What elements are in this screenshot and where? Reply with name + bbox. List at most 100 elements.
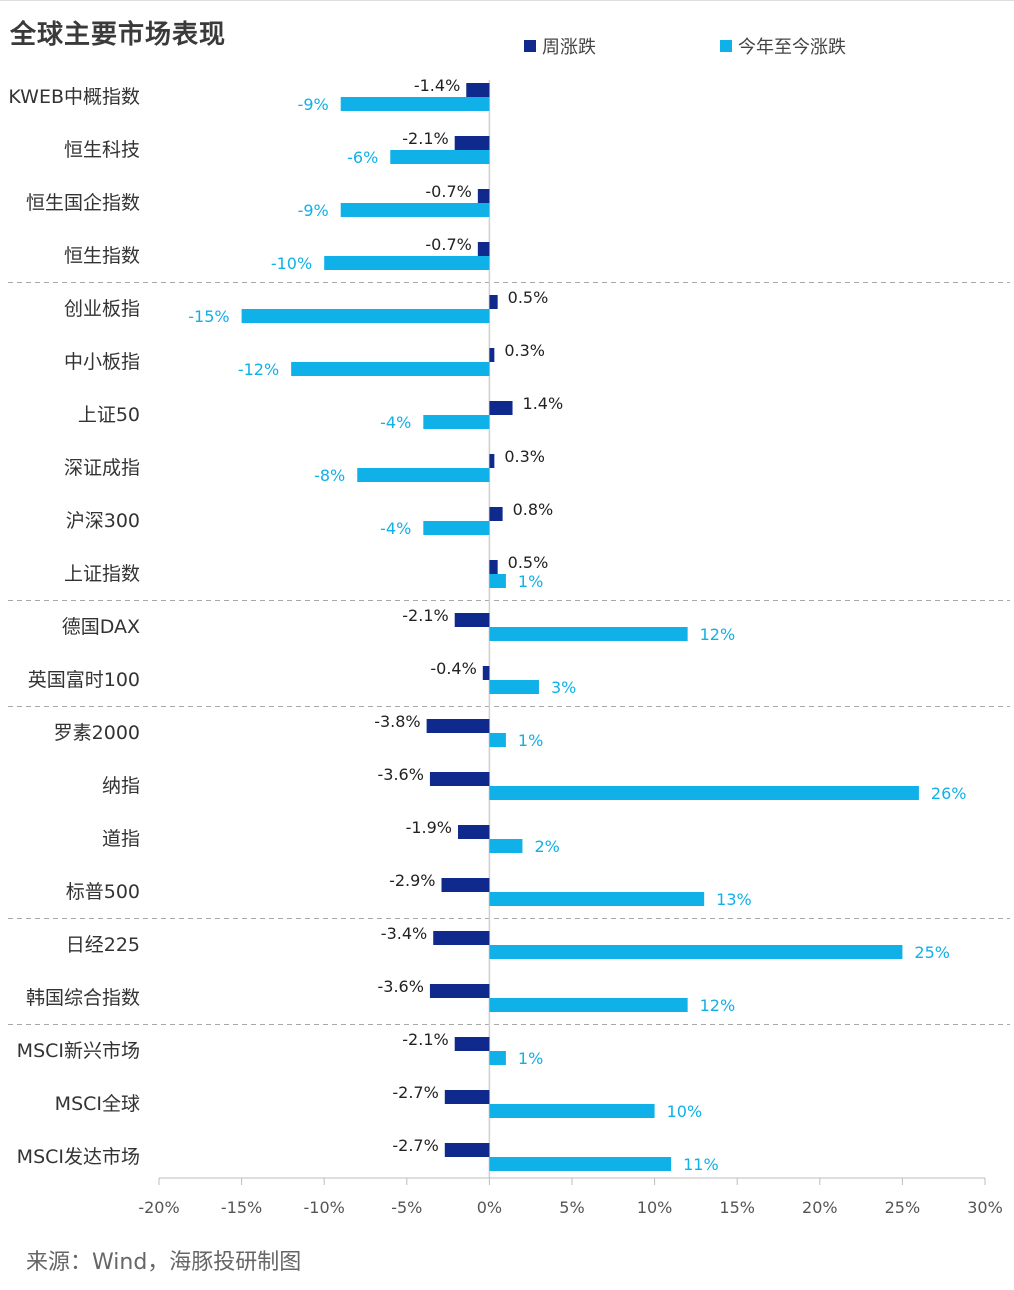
category-label-3: 恒生指数: [64, 245, 140, 267]
x-tick-label-2: -10%: [304, 1198, 345, 1217]
bar-weekly-8: [489, 507, 503, 521]
label-ytd-2: -9%: [298, 201, 329, 220]
bar-ytd-0: [340, 97, 490, 111]
category-label-0: KWEB中概指数: [8, 86, 140, 108]
source-note: 来源：Wind，海豚投研制图: [26, 1250, 302, 1275]
category-label-1: 恒生科技: [64, 139, 140, 161]
bar-weekly-7: [489, 454, 495, 468]
x-tick-label-9: 25%: [885, 1198, 921, 1217]
x-tick-label-5: 5%: [559, 1198, 584, 1217]
label-weekly-12: -3.8%: [374, 712, 420, 731]
legend-swatch-weekly: [524, 40, 536, 52]
bar-weekly-19: [444, 1090, 490, 1104]
label-ytd-17: 12%: [700, 996, 736, 1015]
category-label-10: 德国DAX: [62, 616, 140, 638]
bar-weekly-12: [426, 719, 490, 733]
bar-ytd-20: [489, 1157, 672, 1171]
chart-title: 全球主要市场表现: [10, 20, 227, 50]
label-weekly-7: 0.3%: [504, 447, 545, 466]
bar-weekly-13: [429, 772, 490, 786]
category-label-2: 恒生国企指数: [26, 192, 140, 214]
x-tick-label-8: 20%: [802, 1198, 838, 1217]
label-ytd-4: -15%: [188, 307, 229, 326]
label-ytd-8: -4%: [380, 519, 411, 538]
category-label-7: 深证成指: [64, 457, 140, 479]
legend-label-ytd: 今年至今涨跌: [738, 37, 846, 58]
category-label-5: 中小板指: [64, 351, 140, 373]
bar-weekly-3: [477, 242, 490, 256]
bar-weekly-20: [444, 1143, 490, 1157]
label-ytd-10: 12%: [700, 625, 736, 644]
label-ytd-6: -4%: [380, 413, 411, 432]
bar-ytd-3: [324, 256, 490, 270]
bar-ytd-2: [340, 203, 490, 217]
category-label-13: 纳指: [102, 775, 140, 797]
x-tick-label-10: 30%: [967, 1198, 1003, 1217]
label-weekly-16: -3.4%: [381, 924, 427, 943]
label-ytd-9: 1%: [518, 572, 543, 591]
bar-weekly-1: [454, 136, 490, 150]
legend-item-ytd: 今年至今涨跌: [720, 33, 846, 59]
category-label-18: MSCI新兴市场: [17, 1040, 140, 1062]
bar-weekly-9: [489, 560, 498, 574]
label-ytd-16: 25%: [914, 943, 950, 962]
bar-weekly-17: [429, 984, 490, 998]
legend-swatch-ytd: [720, 40, 732, 52]
label-ytd-18: 1%: [518, 1049, 543, 1068]
x-tick-label-4: 0%: [477, 1198, 502, 1217]
label-ytd-12: 1%: [518, 731, 543, 750]
x-tick-label-3: -5%: [391, 1198, 422, 1217]
category-label-20: MSCI发达市场: [17, 1146, 140, 1168]
label-weekly-9: 0.5%: [508, 553, 549, 572]
category-label-16: 日经225: [66, 934, 140, 956]
bar-ytd-19: [489, 1104, 655, 1118]
legend-label-weekly: 周涨跌: [542, 37, 596, 58]
label-weekly-15: -2.9%: [389, 871, 435, 890]
category-label-8: 沪深300: [66, 510, 140, 532]
label-ytd-5: -12%: [238, 360, 279, 379]
bar-weekly-16: [433, 931, 490, 945]
x-tick-label-1: -15%: [221, 1198, 262, 1217]
bar-weekly-15: [441, 878, 490, 892]
category-label-19: MSCI全球: [55, 1093, 140, 1115]
label-ytd-13: 26%: [931, 784, 967, 803]
category-label-15: 标普500: [66, 881, 140, 903]
x-tick-label-7: 15%: [719, 1198, 755, 1217]
bar-ytd-12: [489, 733, 506, 747]
label-ytd-0: -9%: [298, 95, 329, 114]
category-label-14: 道指: [102, 828, 140, 850]
category-label-4: 创业板指: [64, 298, 140, 320]
label-weekly-10: -2.1%: [402, 606, 448, 625]
bar-ytd-17: [489, 998, 688, 1012]
label-weekly-20: -2.7%: [392, 1136, 438, 1155]
bar-ytd-14: [489, 839, 523, 853]
bar-weekly-18: [454, 1037, 490, 1051]
bar-ytd-18: [489, 1051, 506, 1065]
bar-ytd-13: [489, 786, 919, 800]
label-weekly-17: -3.6%: [378, 977, 424, 996]
label-ytd-20: 11%: [683, 1155, 719, 1174]
label-weekly-11: -0.4%: [430, 659, 476, 678]
label-weekly-13: -3.6%: [378, 765, 424, 784]
bar-ytd-6: [423, 415, 490, 429]
bar-ytd-5: [291, 362, 490, 376]
bar-ytd-15: [489, 892, 705, 906]
x-tick-label-0: -20%: [138, 1198, 179, 1217]
category-label-11: 英国富时100: [28, 669, 140, 691]
label-weekly-18: -2.1%: [402, 1030, 448, 1049]
x-tick-label-6: 10%: [637, 1198, 673, 1217]
bar-weekly-4: [489, 295, 498, 309]
category-label-9: 上证指数: [64, 563, 140, 585]
top-border: [0, 0, 1014, 1]
label-weekly-0: -1.4%: [414, 76, 460, 95]
category-label-12: 罗素2000: [54, 722, 140, 744]
label-weekly-8: 0.8%: [513, 500, 554, 519]
bar-weekly-5: [489, 348, 495, 362]
category-label-17: 韩国综合指数: [26, 987, 140, 1009]
label-ytd-14: 2%: [534, 837, 559, 856]
label-weekly-2: -0.7%: [425, 182, 471, 201]
bar-ytd-7: [357, 468, 490, 482]
label-weekly-5: 0.3%: [504, 341, 545, 360]
bar-ytd-10: [489, 627, 688, 641]
